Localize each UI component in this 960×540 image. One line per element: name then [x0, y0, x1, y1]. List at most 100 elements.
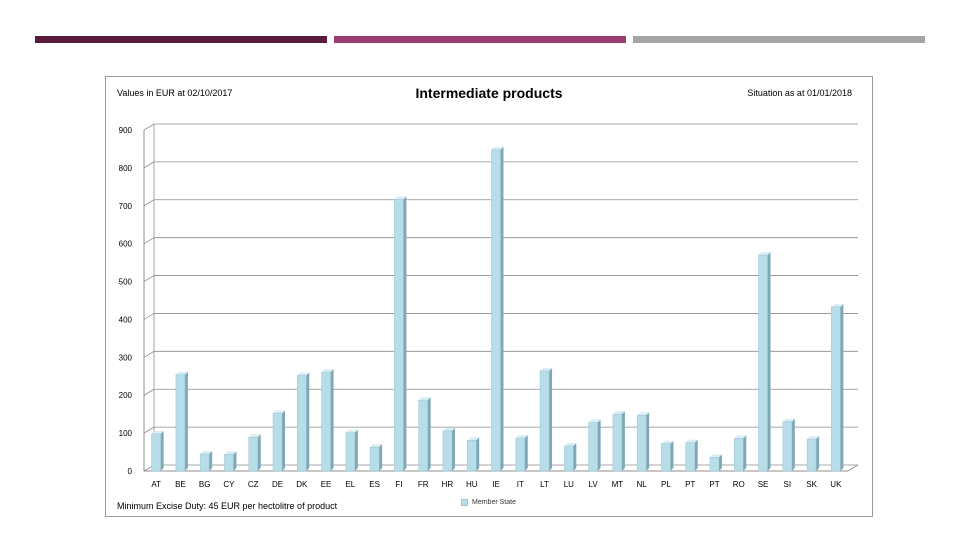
bar-side-21: [670, 440, 674, 471]
chart-footnote: Minimum Excise Duty: 45 EUR per hectolit…: [117, 501, 338, 511]
y-tick-label-2: 200: [119, 391, 133, 400]
bar-top-27: [807, 436, 820, 440]
chart-header-right: Situation as at 01/01/2018: [747, 88, 852, 98]
decor-bar-3: [633, 36, 925, 43]
bar-6: [297, 375, 307, 472]
bar-top-8: [345, 429, 358, 433]
bar-22: [685, 442, 695, 472]
y-tick-label-7: 700: [119, 202, 133, 211]
bar-0: [151, 433, 161, 472]
bar-side-5: [282, 410, 286, 471]
bar-top-10: [394, 196, 407, 200]
x-tick-label-14: IE: [492, 480, 500, 489]
grid-diag-1: [143, 426, 155, 434]
chart-frame: Values in EUR at 02/10/2017 Intermediate…: [105, 76, 873, 517]
bar-side-2: [209, 450, 213, 471]
x-tick-label-2: BG: [199, 480, 211, 489]
bar-3: [224, 454, 234, 472]
bar-top-28: [831, 303, 844, 307]
x-tick-label-7: EE: [321, 480, 332, 489]
x-tick-label-22: PT: [685, 480, 695, 489]
bar-side-27: [816, 436, 820, 471]
x-tick-label-20: NL: [637, 480, 648, 489]
legend-swatch: [461, 499, 468, 506]
x-tick-label-10: FI: [395, 480, 402, 489]
y-tick-label-4: 400: [119, 315, 133, 324]
bar-17: [564, 445, 574, 472]
bar-18: [588, 422, 598, 472]
bar-5: [272, 413, 283, 472]
grid-diag-4: [143, 313, 155, 320]
bar-side-1: [184, 371, 188, 471]
bar-top-6: [297, 372, 310, 376]
bar-top-9: [370, 444, 383, 448]
y-tick-label-6: 600: [119, 240, 133, 249]
grid-diag-7: [143, 199, 155, 207]
y-tick-label-9: 900: [119, 126, 133, 135]
bar-side-15: [524, 435, 528, 471]
bar-21: [661, 443, 671, 472]
bar-12: [442, 430, 453, 472]
x-tick-label-12: HR: [442, 480, 454, 489]
bar-top-13: [467, 437, 480, 441]
grid-diag-6: [143, 237, 155, 245]
x-tick-label-1: BE: [175, 480, 186, 489]
bar-top-5: [273, 410, 286, 414]
bar-side-12: [451, 427, 455, 471]
bar-chart: 0 100 200 300 400 500 600 700 800 900 AT BE BG CY CZ DE…: [119, 123, 859, 489]
bar-side-26: [791, 418, 795, 471]
x-tick-label-3: CY: [223, 480, 235, 489]
bar-side-25: [767, 252, 771, 471]
bar-side-16: [549, 367, 553, 471]
bar-side-24: [743, 435, 747, 471]
bar-26: [782, 421, 793, 472]
bar-top-26: [782, 418, 795, 422]
x-tick-label-18: LV: [589, 480, 599, 489]
bar-side-4: [257, 434, 261, 471]
bar-9: [369, 446, 380, 472]
bar-top-17: [564, 442, 577, 446]
legend-label: Member State: [472, 499, 516, 506]
bar-16: [539, 370, 550, 472]
bar-side-0: [160, 430, 164, 471]
chart-title: Intermediate products: [415, 85, 563, 101]
decor-bar-1: [35, 36, 327, 43]
bar-side-14: [500, 146, 504, 472]
x-tick-label-26: SI: [784, 480, 792, 489]
grid-diag-3: [143, 350, 155, 358]
chart-header-left: Values in EUR at 02/10/2017: [117, 88, 233, 98]
bar-7: [321, 371, 331, 472]
bar-24: [734, 438, 744, 472]
bar-side-10: [403, 196, 407, 471]
x-tick-label-8: EL: [345, 480, 355, 489]
bar-side-8: [354, 429, 358, 471]
bar-side-22: [694, 439, 698, 471]
x-tick-label-15: IT: [517, 480, 524, 489]
bar-side-3: [233, 451, 237, 471]
bar-side-13: [476, 437, 480, 471]
bar-top-12: [442, 427, 455, 431]
x-tick-label-9: ES: [369, 480, 380, 489]
bar-side-17: [573, 442, 577, 471]
bar-2: [199, 453, 210, 472]
bar-top-24: [734, 435, 747, 439]
x-tick-label-23: PT: [709, 480, 719, 489]
bar-top-3: [224, 451, 237, 455]
bar-side-23: [718, 454, 722, 471]
bar-4: [248, 437, 258, 472]
bar-side-9: [379, 444, 383, 471]
x-tick-label-4: CZ: [248, 480, 259, 489]
bar-23: [709, 457, 720, 472]
bar-top-16: [540, 367, 553, 371]
y-tick-label-8: 800: [119, 164, 133, 173]
bar-15: [515, 437, 526, 472]
x-tick-label-13: HU: [466, 480, 478, 489]
bar-top-14: [491, 146, 504, 150]
grid-diag-2: [143, 388, 155, 396]
bar-side-28: [840, 303, 844, 471]
bar-side-11: [427, 397, 431, 471]
bar-top-0: [151, 430, 164, 434]
bar-side-6: [306, 372, 310, 471]
grid-diag-5: [143, 275, 155, 282]
x-tick-label-6: DK: [296, 480, 308, 489]
